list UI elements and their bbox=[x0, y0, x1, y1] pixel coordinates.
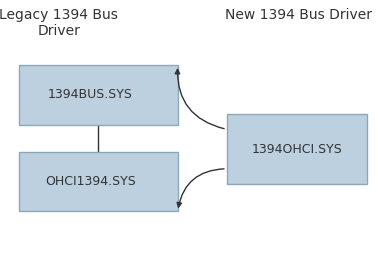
Bar bbox=[227, 114, 367, 184]
Text: New 1394 Bus Driver: New 1394 Bus Driver bbox=[225, 8, 372, 22]
Text: OHCI1394.SYS: OHCI1394.SYS bbox=[45, 175, 136, 188]
Bar bbox=[19, 152, 178, 211]
Text: 1394OHCI.SYS: 1394OHCI.SYS bbox=[251, 143, 342, 156]
Text: Legacy 1394 Bus
Driver: Legacy 1394 Bus Driver bbox=[0, 8, 118, 38]
Bar bbox=[19, 65, 178, 125]
Text: 1394BUS.SYS: 1394BUS.SYS bbox=[48, 88, 133, 101]
